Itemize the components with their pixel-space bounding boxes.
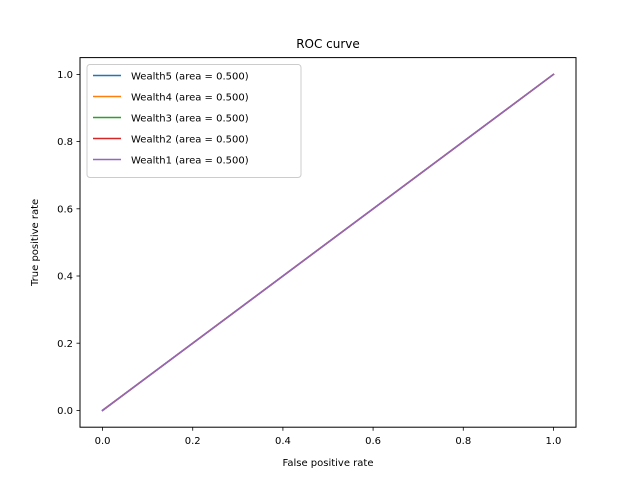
- x-axis-ticks: 0.0 0.2 0.4 0.6 0.8 1.0: [95, 427, 562, 447]
- y-axis-ticks: 0.0 0.2 0.4 0.6 0.8 1.0: [57, 70, 80, 417]
- x-tick-label: 0.2: [185, 436, 201, 447]
- y-tick-label: 0.2: [57, 339, 73, 350]
- x-tick-label: 0.4: [275, 436, 291, 447]
- y-tick-label: 0.4: [57, 272, 73, 283]
- series-line-5: [101, 73, 555, 412]
- legend-label-2: Wealth4 (area = 0.500): [131, 92, 249, 103]
- x-tick-label: 0.8: [455, 436, 471, 447]
- x-tick-label: 0.6: [365, 436, 381, 447]
- legend-box: [86, 64, 302, 178]
- y-tick-label: 0.6: [57, 204, 73, 215]
- x-axis-label: False positive rate: [283, 458, 374, 469]
- plot-area-frame: [79, 57, 577, 428]
- y-axis-label: True positive rate: [30, 199, 41, 287]
- legend-label-5: Wealth1 (area = 0.500): [131, 155, 249, 166]
- x-tick-label: 1.0: [546, 436, 562, 447]
- legend-label-4: Wealth2 (area = 0.500): [131, 134, 249, 145]
- y-tick-label: 1.0: [57, 70, 73, 81]
- y-tick-label: 0.0: [57, 406, 73, 417]
- x-tick-label: 0.0: [95, 436, 111, 447]
- series-layer: [101, 73, 555, 412]
- legend-label-3: Wealth3 (area = 0.500): [131, 113, 249, 124]
- legend-label-1: Wealth5 (area = 0.500): [131, 71, 249, 82]
- y-tick-label: 0.8: [57, 137, 73, 148]
- legend: Wealth5 (area = 0.500) Wealth4 (area = 0.…: [86, 64, 302, 178]
- chart-title: ROC curve: [296, 37, 360, 51]
